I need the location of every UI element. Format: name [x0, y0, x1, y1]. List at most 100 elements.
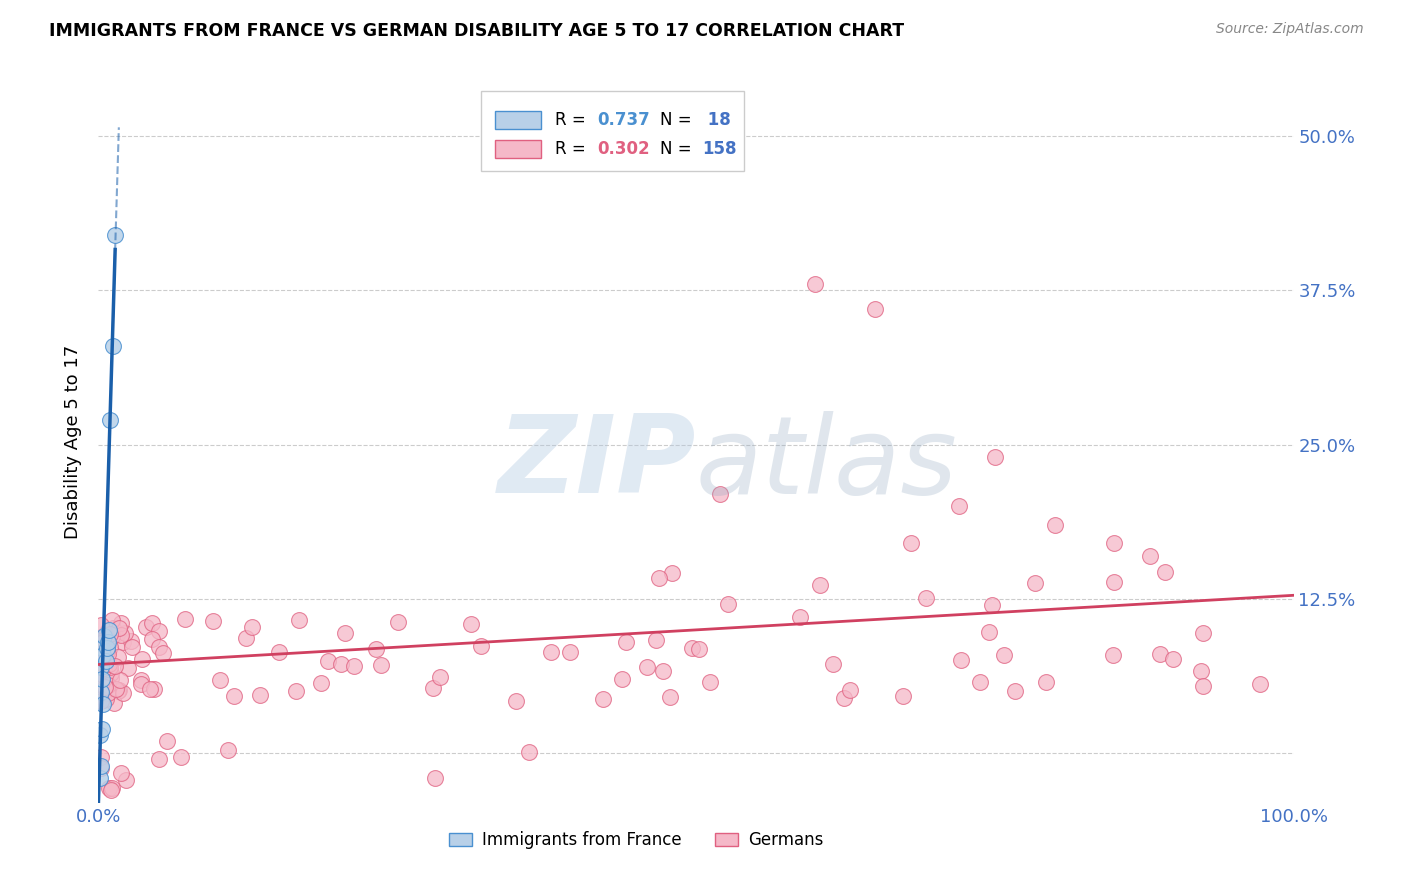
Point: [107, 684, 129, 698]
Point: [90, 684, 112, 698]
Point: [91, 640, 114, 654]
Point: [90, 694, 112, 708]
Point: [111, 685, 134, 699]
Text: ZIP: ZIP: [498, 410, 696, 516]
Point: [93, 660, 115, 674]
Point: [287, 613, 309, 627]
Point: [948, 500, 970, 514]
Point: [808, 578, 831, 592]
Point: [89, 771, 111, 785]
Point: [90, 660, 112, 674]
Point: [1104, 536, 1126, 550]
Point: [89, 728, 111, 742]
Point: [470, 639, 492, 653]
Point: [94, 654, 117, 668]
Point: [717, 598, 740, 612]
Point: [789, 609, 811, 624]
Point: [90, 761, 112, 775]
Point: [91, 635, 114, 649]
Point: [98, 625, 121, 640]
Text: IMMIGRANTS FROM FRANCE VS GERMAN DISABILITY AGE 5 TO 17 CORRELATION CHART: IMMIGRANTS FROM FRANCE VS GERMAN DISABIL…: [49, 22, 904, 40]
Point: [460, 617, 482, 632]
Point: [540, 645, 562, 659]
Point: [98, 640, 121, 654]
Point: [661, 566, 683, 581]
Point: [969, 674, 991, 689]
Point: [709, 487, 731, 501]
Point: [1149, 647, 1171, 661]
Point: [950, 652, 973, 666]
Text: 0.737: 0.737: [596, 111, 650, 129]
Point: [152, 646, 174, 660]
Point: [96, 645, 118, 659]
Text: N =: N =: [661, 140, 697, 158]
Point: [838, 682, 860, 697]
Point: [103, 658, 125, 673]
Point: [91, 641, 114, 656]
Point: [387, 615, 409, 630]
Point: [900, 536, 922, 550]
Point: [330, 657, 353, 671]
Point: [90, 639, 112, 653]
Point: [97, 781, 120, 796]
Point: [1191, 625, 1213, 640]
Point: [94, 680, 117, 694]
Point: [117, 661, 139, 675]
Point: [804, 277, 827, 291]
Point: [422, 681, 444, 695]
Point: [891, 689, 914, 703]
Point: [1154, 566, 1177, 580]
Point: [97, 623, 120, 637]
Point: [114, 626, 136, 640]
Point: [249, 688, 271, 702]
Point: [644, 632, 666, 647]
Point: [105, 682, 128, 697]
Text: 18: 18: [702, 111, 731, 129]
Point: [284, 684, 307, 698]
Point: [1102, 648, 1125, 663]
Point: [97, 635, 120, 649]
Point: [110, 766, 132, 780]
Point: [1189, 664, 1212, 678]
Point: [688, 642, 710, 657]
Point: [240, 619, 263, 633]
Point: [267, 646, 290, 660]
Point: [1249, 677, 1271, 691]
Text: N =: N =: [661, 111, 697, 129]
Point: [1004, 684, 1026, 698]
Point: [865, 301, 887, 316]
Point: [343, 658, 366, 673]
Point: [97, 678, 120, 692]
Point: [318, 654, 340, 668]
Point: [636, 660, 658, 674]
FancyBboxPatch shape: [481, 91, 744, 170]
Point: [98, 657, 121, 671]
Point: [139, 682, 162, 697]
Point: [93, 629, 115, 643]
Point: [1035, 675, 1057, 690]
Point: [112, 635, 135, 649]
Text: R =: R =: [555, 140, 591, 158]
Point: [201, 615, 224, 629]
FancyBboxPatch shape: [495, 111, 541, 129]
Point: [101, 621, 124, 635]
Point: [104, 227, 127, 242]
Point: [107, 650, 129, 665]
Text: 158: 158: [702, 140, 737, 158]
Point: [174, 611, 197, 625]
Point: [429, 670, 451, 684]
Point: [1043, 517, 1066, 532]
Point: [652, 664, 675, 678]
Point: [98, 660, 121, 674]
Point: [93, 669, 115, 683]
Point: [981, 598, 1004, 612]
Point: [821, 657, 844, 671]
Point: [1192, 679, 1215, 693]
Point: [993, 648, 1015, 662]
Point: [90, 749, 112, 764]
Point: [423, 772, 446, 786]
Point: [96, 641, 118, 656]
Point: [148, 624, 170, 638]
Text: atlas: atlas: [696, 410, 957, 516]
Point: [90, 656, 112, 670]
